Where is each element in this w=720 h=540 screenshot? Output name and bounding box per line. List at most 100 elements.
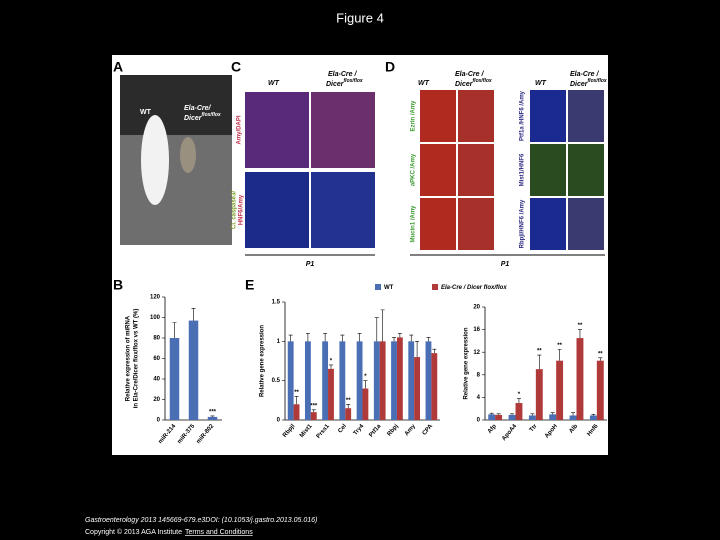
significance: ** — [557, 343, 562, 349]
bar — [169, 338, 180, 420]
bar — [576, 338, 584, 420]
micrograph — [311, 92, 375, 168]
error-bar — [397, 333, 402, 338]
superscript: flox/flox — [588, 78, 607, 84]
row-label: aPKC /Amy — [411, 153, 417, 186]
panel-label: C — [231, 59, 241, 75]
y-tick-label: 60 — [153, 356, 160, 362]
bar — [345, 408, 352, 420]
row-label: Cl. caspase3/ — [232, 191, 238, 229]
error-bar — [357, 333, 362, 342]
legend-label: WT — [384, 285, 394, 291]
error-bar — [363, 380, 368, 389]
column-label: Dicerflox/flox — [326, 78, 363, 88]
column-label: Ela-Cre / — [455, 71, 484, 78]
x-tick-label: Cel — [337, 423, 348, 434]
micrograph — [420, 90, 456, 142]
y-tick-label: 120 — [150, 295, 161, 301]
significance: *** — [310, 403, 318, 409]
significance: * — [364, 374, 367, 380]
text: Dicer — [570, 81, 589, 88]
micrograph — [420, 198, 456, 250]
bar — [373, 341, 380, 420]
bar — [569, 415, 577, 420]
panel-label: B — [113, 277, 123, 293]
panel-label: E — [245, 277, 254, 293]
link[interactable]: Terms and Conditions — [185, 529, 253, 536]
y-tick-label: 1 — [277, 339, 281, 345]
bar — [379, 341, 386, 420]
panel-label: D — [385, 59, 395, 75]
copyright: Copyright © 2013 AGA Institute Terms and … — [85, 528, 253, 536]
error-bar — [591, 414, 596, 416]
y-tick-label: 40 — [153, 377, 160, 383]
age-label: P1 — [306, 261, 315, 268]
error-bar — [571, 412, 576, 416]
bar — [549, 414, 557, 420]
error-bar — [510, 413, 515, 415]
y-tick-label: 0 — [477, 418, 481, 424]
x-tick-label: Afp — [487, 423, 498, 435]
micrograph — [245, 92, 309, 168]
column-label: Ela-Cre / — [570, 71, 599, 78]
bar — [339, 341, 346, 420]
row-label: Rbpjl/HNF6 /Amy — [520, 199, 526, 248]
y-tick-label: 12 — [473, 350, 480, 356]
significance: ** — [346, 398, 351, 404]
bar — [362, 388, 369, 420]
micrograph — [568, 144, 604, 196]
micrograph — [245, 172, 309, 248]
x-tick-label: Ttr — [529, 423, 539, 433]
y-tick-label: 20 — [153, 397, 160, 403]
error-bar — [172, 322, 177, 338]
bar — [391, 341, 397, 420]
significance: ** — [537, 349, 542, 355]
error-bar — [311, 409, 316, 413]
error-bar — [537, 354, 542, 370]
error-bar — [305, 333, 310, 342]
error-bar — [191, 307, 196, 321]
photo-label: WT — [140, 109, 152, 116]
bar — [287, 341, 294, 420]
y-tick-label: 0.5 — [272, 378, 281, 384]
bar — [589, 415, 597, 420]
legend-swatch — [432, 284, 438, 290]
y-tick-label: 20 — [473, 305, 480, 311]
bar — [425, 341, 432, 420]
error-bar — [374, 317, 379, 342]
legend-label: Ela-Cre / Dicer flox/flox — [441, 285, 507, 291]
age-label: P1 — [501, 261, 510, 268]
error-bar — [210, 415, 215, 417]
y-axis-label: Relative gene expression — [260, 325, 266, 397]
y-axis-label: in Ela-Cre/Dicer flox/flox vs WT (%) — [134, 309, 140, 409]
error-bar — [496, 413, 501, 415]
y-axis-label: Relative gene expression — [464, 327, 470, 399]
y-tick-label: 8 — [477, 372, 481, 378]
bar — [356, 341, 363, 420]
micrograph — [311, 172, 375, 248]
micrograph — [420, 144, 456, 196]
error-bar — [294, 396, 299, 405]
bar — [304, 341, 311, 420]
row-label: Ptf1a /HNF6 /Amy — [520, 90, 526, 141]
row-label: Ezrin /Amy — [411, 100, 417, 132]
bar — [328, 368, 334, 420]
bar — [414, 357, 421, 420]
bar — [535, 369, 543, 420]
micrograph — [458, 90, 494, 142]
text: Copyright © 2013 AGA Institute — [85, 528, 182, 536]
photo-background — [120, 75, 232, 135]
error-bar — [530, 413, 535, 416]
y-tick-label: 0 — [157, 418, 161, 424]
error-bar — [380, 309, 385, 342]
column-label: Ela-Cre / — [328, 71, 357, 78]
significance: ** — [598, 351, 603, 357]
y-axis-label: Relative expression of miRNA — [126, 315, 132, 401]
micrograph — [530, 90, 566, 142]
text: Dicer — [326, 81, 345, 88]
bar — [495, 414, 503, 420]
text: Dicer — [455, 81, 474, 88]
error-bar — [516, 398, 521, 404]
error-bar — [288, 334, 293, 342]
